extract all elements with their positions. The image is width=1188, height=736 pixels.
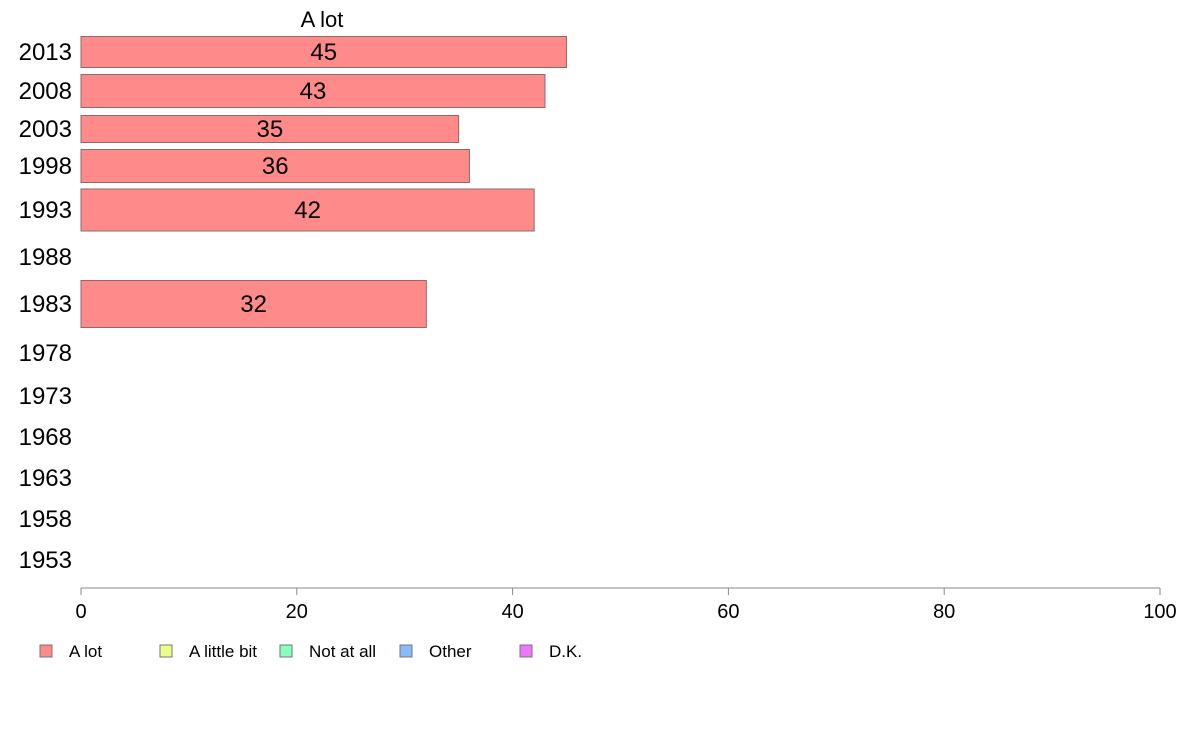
legend-swatch-4 [519,644,533,658]
series-header: A lot [301,7,344,32]
value-label-1983: 32 [240,291,267,318]
legend-swatch-2 [279,644,293,658]
year-label-2003: 2003 [19,116,72,143]
x-tick-label-100: 100 [1143,601,1176,623]
x-tick-label-20: 20 [286,601,308,623]
x-tick-label-60: 60 [717,601,739,623]
legend-swatch-1 [159,644,173,658]
year-labels-layer: 2013 2008 2003 1998 1993 1988 1983 1978 1973 1968… [19,39,72,574]
x-tick-label-40: 40 [501,601,523,623]
year-label-1988: 1988 [19,244,72,271]
legend-swatch-3 [399,644,413,658]
x-tick-label-80: 80 [933,601,955,623]
x-tick-label-0: 0 [75,601,86,623]
value-label-2003: 35 [256,116,283,143]
year-label-1968: 1968 [19,424,72,451]
year-label-1998: 1998 [19,153,72,180]
bar-1993 [80,188,535,232]
legend-swatch-0 [39,644,53,658]
legend-label-4: D.K. [549,642,582,661]
bar-2008 [80,74,546,108]
year-label-1983: 1983 [19,291,72,318]
bars-layer [80,36,568,328]
legend-label-1: A little bit [189,642,257,661]
legend-label-2: Not at all [309,642,376,661]
year-label-1963: 1963 [19,465,72,492]
year-label-2013: 2013 [19,39,72,66]
year-label-1973: 1973 [19,383,72,410]
year-label-1993: 1993 [19,197,72,224]
year-label-2008: 2008 [19,78,72,105]
legend-label-3: Other [429,642,472,661]
bar-1998 [80,149,470,183]
legend-label-0: A lot [69,642,102,661]
value-label-1998: 36 [262,153,289,180]
value-label-2008: 43 [300,78,327,105]
year-label-1978: 1978 [19,340,72,367]
year-label-1958: 1958 [19,506,72,533]
bar-2013 [80,36,568,68]
legend: A lot A little bit Not at all Other D.K. [39,642,582,661]
x-axis: 0 20 40 60 80 100 [75,587,1177,623]
bar-1983 [80,280,427,328]
value-label-2013: 45 [310,39,337,66]
bar-2003 [80,115,460,143]
value-label-1993: 42 [294,197,321,224]
year-label-1953: 1953 [19,547,72,574]
